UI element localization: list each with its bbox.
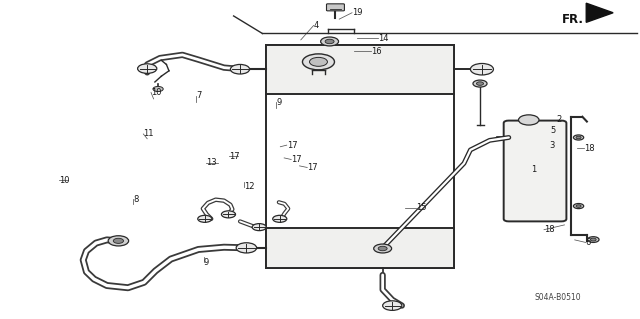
- Circle shape: [374, 244, 392, 253]
- Text: 9: 9: [204, 258, 209, 267]
- Text: 17: 17: [229, 152, 240, 161]
- Text: S04A-B0510: S04A-B0510: [534, 293, 581, 302]
- Circle shape: [576, 205, 581, 207]
- Text: 16: 16: [371, 47, 382, 56]
- Text: 11: 11: [143, 130, 154, 138]
- Text: 17: 17: [307, 163, 318, 172]
- Circle shape: [590, 238, 596, 241]
- Circle shape: [476, 82, 484, 85]
- Text: 13: 13: [206, 158, 217, 167]
- Circle shape: [573, 204, 584, 209]
- Polygon shape: [586, 3, 613, 22]
- Circle shape: [325, 39, 334, 44]
- Bar: [266, 45, 454, 268]
- Circle shape: [303, 54, 335, 70]
- Circle shape: [310, 57, 328, 66]
- Circle shape: [321, 37, 339, 46]
- Circle shape: [573, 135, 584, 140]
- Text: 7: 7: [196, 91, 202, 100]
- Text: 18: 18: [544, 225, 555, 234]
- Circle shape: [221, 211, 236, 218]
- FancyBboxPatch shape: [326, 4, 344, 11]
- Circle shape: [230, 64, 250, 74]
- Text: 10: 10: [151, 88, 161, 97]
- Text: 5: 5: [550, 126, 556, 135]
- Text: 9: 9: [276, 98, 282, 107]
- Circle shape: [470, 63, 493, 75]
- Circle shape: [383, 301, 402, 310]
- Text: 17: 17: [291, 155, 302, 164]
- Text: 14: 14: [378, 34, 388, 43]
- Circle shape: [108, 236, 129, 246]
- FancyBboxPatch shape: [504, 121, 566, 221]
- Text: 1: 1: [531, 165, 536, 174]
- Text: FR.: FR.: [562, 13, 584, 26]
- Text: 18: 18: [584, 144, 595, 153]
- Bar: [266, 45, 454, 94]
- Circle shape: [518, 115, 539, 125]
- Circle shape: [588, 237, 599, 242]
- Circle shape: [378, 246, 387, 251]
- Text: 4: 4: [314, 21, 319, 30]
- Circle shape: [236, 243, 257, 253]
- Text: 8: 8: [133, 195, 138, 204]
- Text: 10: 10: [59, 176, 69, 185]
- Text: 3: 3: [549, 141, 554, 150]
- Bar: [266, 228, 454, 268]
- Circle shape: [473, 80, 487, 87]
- Circle shape: [153, 86, 163, 92]
- Circle shape: [576, 136, 581, 139]
- Circle shape: [252, 224, 266, 231]
- Circle shape: [113, 238, 124, 243]
- Text: 2: 2: [557, 115, 562, 124]
- Circle shape: [273, 215, 287, 222]
- Circle shape: [138, 64, 157, 73]
- Text: 15: 15: [416, 204, 426, 212]
- Text: 12: 12: [244, 182, 255, 191]
- Text: 17: 17: [287, 141, 298, 150]
- Text: 19: 19: [352, 8, 362, 17]
- Text: 6: 6: [586, 238, 591, 247]
- Circle shape: [198, 215, 212, 222]
